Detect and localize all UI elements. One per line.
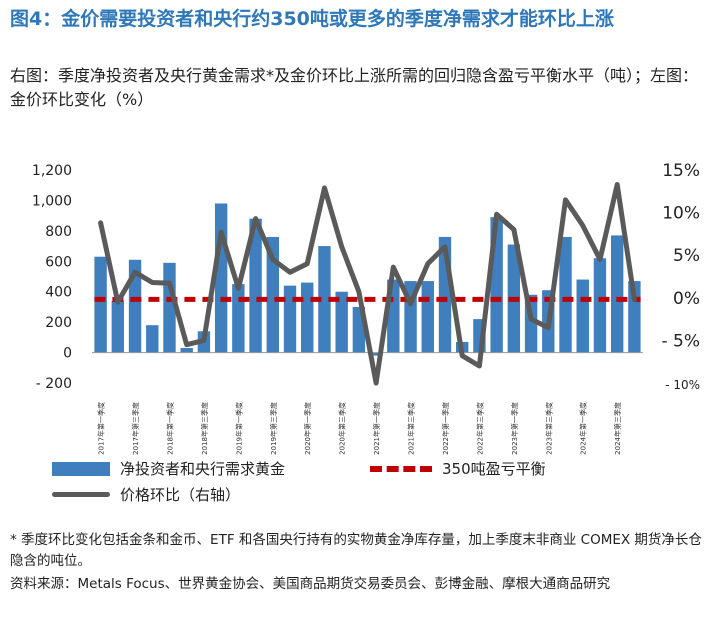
bar-2024Q2 — [593, 258, 607, 353]
x-tick-label: 2019年第一季度 — [234, 402, 243, 455]
bar-2020Q3 — [335, 291, 348, 353]
price-change-line — [98, 182, 637, 386]
bar-2024Q1 — [576, 279, 589, 353]
legend-line-label: 价格环比（右轴） — [120, 486, 241, 504]
bar-2019Q4 — [283, 285, 297, 353]
source-note: 资料来源：Metals Focus、世界黄金协会、美国商品期货交易委员会、彭博金… — [10, 576, 611, 592]
bar-2018Q4 — [214, 203, 228, 353]
x-tick-label: 2018年第三季度 — [200, 402, 209, 455]
x-tick-label: 2022年第三季度 — [475, 402, 484, 455]
right-axis-tick-label: 10% — [662, 204, 700, 224]
left-axis-tick-label: 1,000 — [32, 193, 72, 209]
bar-2017Q1 — [94, 256, 107, 353]
x-tick-label: 2018年第一季度 — [165, 402, 174, 455]
x-tick-label: 2021年第三季度 — [407, 402, 416, 455]
x-tick-label: 2017年第三季度 — [131, 402, 140, 455]
footnote: * 季度环比变化包括金条和金币、ETF 和各国央行持有的实物黄金净库存量，加上季… — [10, 532, 702, 569]
x-tick-label: 2020年第三季度 — [338, 402, 347, 455]
left-axis-tick-label: 400 — [45, 285, 72, 301]
x-tick-label: 2020年第一季度 — [303, 402, 312, 455]
right-axis-tick-label: 0% — [673, 289, 700, 309]
x-tick-label: 2022年第一季度 — [441, 402, 450, 455]
chart-title: 图4：金价需要投资者和央行约350吨或更多的季度净需求才能环比上涨 — [10, 8, 614, 30]
right-axis-tick-label: 5% — [673, 246, 700, 266]
left-axis-tick-label: 0 — [63, 346, 72, 362]
bar-2024Q3 — [610, 235, 624, 353]
x-tick-label: 2021年第一季度 — [372, 402, 381, 455]
gold-demand-chart: - 200 0 200 400 600 800 1,000 1,200 - 10% - 5% 0% 5… — [32, 161, 700, 455]
x-tick-label: 2017年第一季度 — [97, 402, 106, 455]
left-axis-tick-label: 200 — [45, 315, 72, 331]
bar-2018Q2 — [180, 348, 193, 353]
legend-bar: 净投资者和央行需求黄金 — [52, 458, 285, 479]
bar-2020Q1 — [301, 282, 314, 353]
x-tick-label: 2023年第一季度 — [510, 402, 519, 455]
bar-2017Q3 — [128, 259, 142, 353]
left-axis-tick-label: - 200 — [36, 376, 72, 392]
legend-bar-label: 净投资者和央行需求黄金 — [120, 460, 286, 478]
bar-2017Q2 — [111, 300, 125, 353]
left-axis-tick-label: 1,200 — [32, 163, 72, 179]
legend-dash: 350吨盈亏平衡 — [370, 458, 546, 479]
bar-2020Q2 — [318, 246, 331, 353]
right-axis-tick-label: - 5% — [661, 331, 700, 351]
legend-bar-swatch — [52, 461, 110, 476]
x-tick-label: 2024年第一季度 — [579, 402, 588, 455]
bar-2019Q2 — [249, 218, 262, 353]
x-tick-label: 2019年第三季度 — [269, 402, 278, 455]
legend-line: 价格环比（右轴） — [52, 484, 240, 505]
right-axis-tick-label: - 10% — [665, 378, 700, 392]
bar-2017Q4 — [146, 325, 159, 353]
bar-2019Q3 — [266, 236, 279, 353]
right-axis-tick-label: 15% — [662, 161, 700, 181]
bar-2019Q1 — [232, 284, 245, 353]
legend-dash-swatch — [370, 465, 432, 472]
chart-subtitle: 右图：季度净投资者及央行黄金需求*及金价环比上涨所需的回归隐含盈亏平衡水平（吨）… — [10, 66, 699, 109]
legend-line-swatch — [52, 492, 110, 497]
legend-dash-label: 350吨盈亏平衡 — [442, 460, 546, 478]
x-tick-label: 2024年第三季度 — [613, 402, 622, 455]
bar-2023Q4 — [559, 236, 572, 353]
bar-2021Q1 — [369, 352, 383, 356]
x-tick-label: 2023年第三季度 — [544, 402, 553, 455]
bar-2021Q4 — [421, 281, 434, 353]
left-axis-tick-label: 600 — [45, 254, 72, 270]
left-axis-tick-label: 800 — [45, 224, 72, 240]
